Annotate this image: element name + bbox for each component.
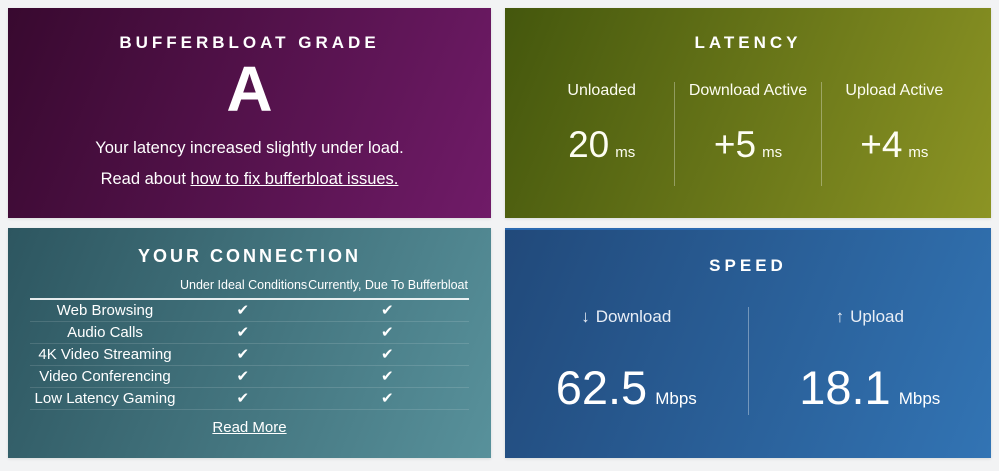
bufferbloat-grade-value: A: [226, 53, 273, 125]
check-icon: ✔: [236, 302, 250, 319]
speed-download-column: ↓ Download 62.5 Mbps: [505, 307, 748, 415]
upload-speed-unit: Mbps: [898, 389, 941, 408]
row-label: Audio Calls: [67, 324, 143, 341]
latency-panel: LATENCY Unloaded 20 ms Download Active +…: [505, 8, 991, 218]
results-grid: BUFFERBLOAT GRADE A Your latency increas…: [8, 8, 991, 458]
upload-label-text: Upload: [850, 307, 904, 326]
latency-unloaded-unit: ms: [615, 144, 636, 161]
check-icon: ✔: [236, 368, 250, 385]
row-label: 4K Video Streaming: [38, 346, 172, 363]
check-icon: ✔: [236, 390, 250, 407]
latency-download-column: Download Active +5 ms: [674, 82, 820, 186]
latency-upload-column: Upload Active +4 ms: [820, 82, 967, 186]
connection-table: Under Ideal Conditions Currently, Due To…: [30, 278, 469, 410]
fix-bufferbloat-link[interactable]: how to fix bufferbloat issues.: [190, 170, 399, 189]
bufferbloat-grade-panel: BUFFERBLOAT GRADE A Your latency increas…: [8, 8, 491, 218]
check-icon: ✔: [381, 390, 394, 407]
connection-table-header: Under Ideal Conditions Currently, Due To…: [30, 278, 469, 300]
read-more-link[interactable]: Read More: [212, 419, 287, 436]
upload-speed-value: 18.1: [799, 361, 891, 414]
latency-upload-value: +4: [860, 124, 903, 165]
download-label-text: Download: [595, 307, 672, 326]
latency-download-unit: ms: [762, 144, 783, 161]
check-icon: ✔: [381, 302, 394, 319]
grade-description-line1: Your latency increased slightly under lo…: [95, 139, 404, 158]
connection-header-current: Currently, Due To Bufferbloat: [308, 278, 468, 292]
latency-unloaded-value: 20: [568, 124, 610, 165]
bufferbloat-grade-title: BUFFERBLOAT GRADE: [119, 33, 380, 52]
speed-upload-column: ↑ Upload 18.1 Mbps: [749, 307, 992, 415]
check-icon: ✔: [236, 324, 250, 341]
latency-unloaded-column: Unloaded 20 ms: [529, 82, 674, 186]
speed-panel: SPEED ↓ Download 62.5 Mbps ↑ Upload 18.1 M…: [505, 228, 991, 458]
latency-unloaded-label: Unloaded: [567, 82, 636, 99]
latency-download-label: Download Active: [688, 82, 808, 99]
row-label: Low Latency Gaming: [34, 390, 176, 407]
your-connection-panel: YOUR CONNECTION Under Ideal Conditions C…: [8, 228, 491, 458]
latency-upload-label: Upload Active: [845, 82, 944, 99]
download-speed-unit: Mbps: [655, 389, 697, 408]
latency-upload-unit: ms: [908, 144, 929, 161]
table-row: Low Latency Gaming ✔ ✔: [30, 388, 469, 410]
speed-title: SPEED: [709, 256, 787, 275]
table-row: Video Conferencing ✔ ✔: [30, 366, 469, 388]
speed-columns: ↓ Download 62.5 Mbps ↑ Upload 18.1 Mbps: [505, 307, 991, 443]
read-more: Read More: [8, 419, 491, 436]
download-speed-value: 62.5: [555, 361, 648, 414]
download-arrow-icon: ↓: [581, 307, 590, 326]
latency-download-value: +5: [713, 124, 757, 165]
table-row: Web Browsing ✔ ✔: [30, 300, 469, 322]
row-label: Web Browsing: [56, 302, 154, 319]
latency-columns: Unloaded 20 ms Download Active +5 ms Upl…: [529, 82, 967, 186]
connection-header-ideal: Under Ideal Conditions: [180, 278, 308, 292]
speed-download-label: ↓ Download: [505, 307, 748, 327]
table-row: Audio Calls ✔ ✔: [30, 322, 469, 344]
upload-arrow-icon: ↑: [835, 307, 845, 326]
row-label: Video Conferencing: [39, 368, 171, 385]
your-connection-title: YOUR CONNECTION: [137, 246, 361, 266]
check-icon: ✔: [236, 346, 250, 363]
check-icon: ✔: [381, 368, 394, 385]
table-row: 4K Video Streaming ✔ ✔: [30, 344, 469, 366]
grade-description-line2-prefix: Read about: [100, 170, 191, 189]
grade-description-line2: Read about how to fix bufferbloat issues…: [8, 164, 491, 195]
check-icon: ✔: [381, 324, 394, 341]
latency-title: LATENCY: [694, 33, 802, 52]
speed-upload-label: ↑ Upload: [749, 307, 992, 327]
check-icon: ✔: [381, 346, 394, 363]
speed-column-divider: [747, 307, 749, 415]
bufferbloat-grade-description: Your latency increased slightly under lo…: [8, 133, 491, 195]
